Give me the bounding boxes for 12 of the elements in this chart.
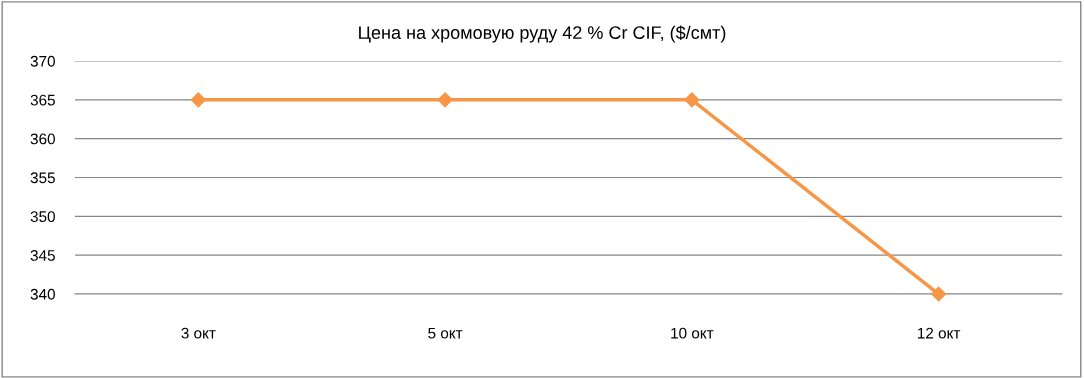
y-tick-label: 350 bbox=[30, 211, 55, 223]
y-tick-label: 345 bbox=[30, 250, 55, 261]
x-tick-label: 10 окт bbox=[671, 327, 714, 339]
x-tick-label: 3 окт bbox=[181, 327, 216, 339]
y-tick-label: 360 bbox=[30, 133, 55, 145]
x-tick-label: 5 окт bbox=[428, 327, 463, 339]
y-tick-label: 370 bbox=[30, 55, 55, 67]
y-tick-label: 365 bbox=[30, 94, 55, 106]
y-tick-label: 340 bbox=[30, 288, 55, 300]
y-tick-label: 355 bbox=[30, 172, 55, 184]
chart-title: Цена на хромовую руду 42 % Cr CIF, ($/смт) bbox=[359, 25, 726, 43]
x-tick-label: 12 окт bbox=[918, 327, 961, 339]
